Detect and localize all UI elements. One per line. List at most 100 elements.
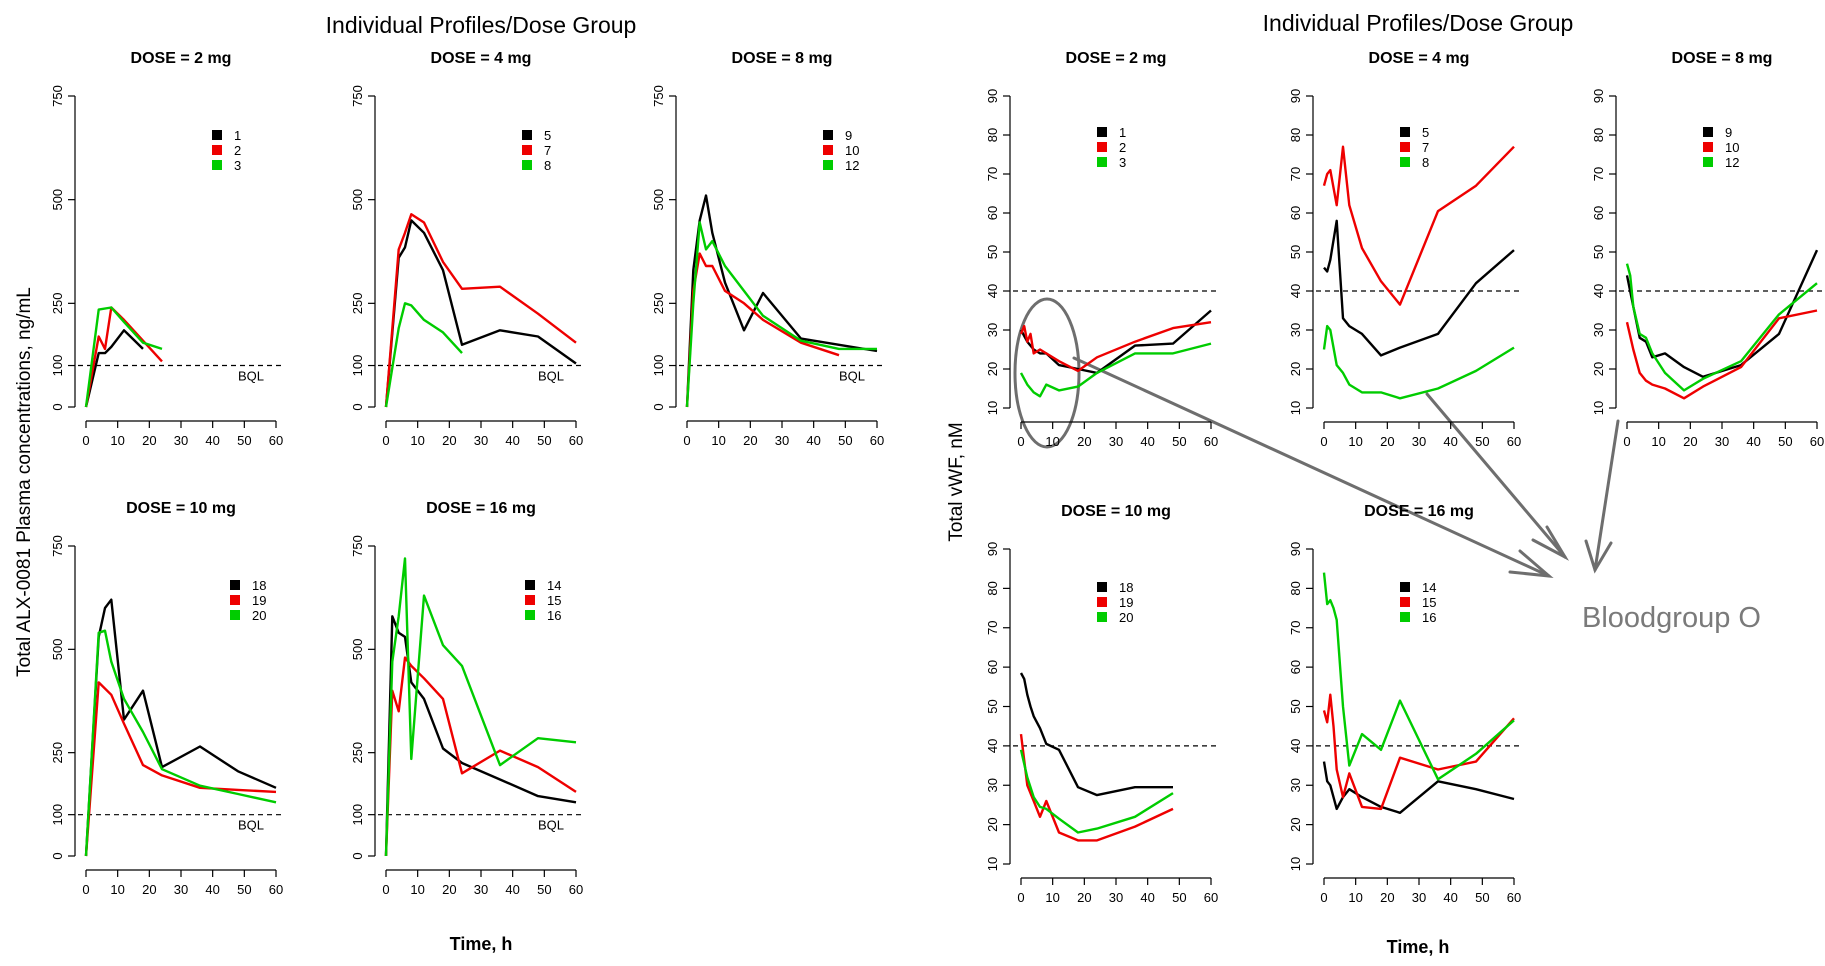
y-tick-label: 70 — [1288, 167, 1303, 181]
legend-swatch-15 — [1400, 597, 1410, 607]
legend-swatch-16 — [525, 610, 535, 620]
y-tick-label: 750 — [350, 85, 365, 107]
legend-label-15: 15 — [1422, 595, 1436, 610]
y-tick-label: 80 — [1288, 128, 1303, 142]
x-tick-label: 40 — [1140, 434, 1154, 449]
legend-swatch-12 — [1703, 157, 1713, 167]
y-tick-label: 40 — [985, 284, 1000, 298]
x-tick-label: 30 — [1412, 434, 1426, 449]
y-tick-label: 0 — [350, 403, 365, 410]
panel-right-dose-10-mg: DOSE = 10 mg 0 10 20 30 40 50 60 10 20 30 40 50 60 70 8… — [985, 503, 1218, 905]
x-tick-label: 30 — [775, 433, 789, 448]
legend-swatch-19 — [230, 595, 240, 605]
x-tick-label: 0 — [1017, 434, 1024, 449]
y-tick-label: 70 — [985, 621, 1000, 635]
y-tick-label: 100 — [350, 804, 365, 826]
legend-swatch-15 — [525, 595, 535, 605]
y-tick-label: 500 — [50, 189, 65, 211]
legend-swatch-1 — [212, 130, 222, 140]
legend-swatch-20 — [230, 610, 240, 620]
x-tick-label: 50 — [1475, 434, 1489, 449]
y-tick-label: 90 — [985, 89, 1000, 103]
legend-label-19: 19 — [1119, 595, 1133, 610]
annotation-arrows — [1072, 356, 1620, 578]
y-tick-label: 90 — [985, 542, 1000, 556]
right-figure-ylabel: Total vWF, nM — [946, 422, 967, 541]
legend-swatch-18 — [230, 580, 240, 590]
legend-swatch-2 — [1097, 142, 1107, 152]
panel-title: DOSE = 4 mg — [1369, 50, 1470, 67]
y-tick-label: 10 — [1591, 401, 1606, 415]
x-tick-label: 10 — [410, 882, 424, 897]
x-tick-label: 10 — [1045, 890, 1059, 905]
legend-label-14: 14 — [547, 578, 561, 593]
legend-swatch-7 — [1400, 142, 1410, 152]
x-tick-label: 50 — [537, 882, 551, 897]
series-line-8 — [1322, 324, 1515, 400]
y-tick-label: 0 — [350, 852, 365, 859]
x-tick-label: 10 — [110, 882, 124, 897]
x-tick-label: 0 — [382, 882, 389, 897]
y-tick-label: 250 — [651, 292, 666, 314]
y-tick-label: 30 — [985, 778, 1000, 792]
x-tick-label: 60 — [269, 882, 283, 897]
x-tick-label: 20 — [1077, 434, 1091, 449]
y-tick-label: 0 — [651, 403, 666, 410]
x-tick-label: 50 — [237, 433, 251, 448]
x-tick-label: 10 — [410, 433, 424, 448]
legend-label-9: 9 — [1725, 125, 1732, 140]
y-tick-label: 60 — [985, 660, 1000, 674]
y-tick-label: 750 — [651, 85, 666, 107]
legend-swatch-14 — [1400, 582, 1410, 592]
y-tick-label: 20 — [1591, 362, 1606, 376]
legend-label-20: 20 — [252, 608, 266, 623]
x-tick-label: 60 — [1204, 434, 1218, 449]
y-tick-label: 750 — [350, 535, 365, 557]
x-tick-label: 30 — [1715, 434, 1729, 449]
series-line-20 — [84, 629, 277, 857]
x-tick-label: 10 — [1651, 434, 1665, 449]
y-tick-label: 250 — [350, 292, 365, 314]
y-tick-label: 250 — [50, 742, 65, 764]
left-figure-xlabel: Time, h — [450, 934, 513, 954]
legend-label-9: 9 — [845, 128, 852, 143]
legend-swatch-10 — [1703, 142, 1713, 152]
x-tick-label: 40 — [505, 433, 519, 448]
y-tick-label: 80 — [985, 581, 1000, 595]
legend-swatch-1 — [1097, 127, 1107, 137]
series-line-5 — [384, 219, 577, 408]
x-tick-label: 60 — [269, 433, 283, 448]
y-tick-label: 90 — [1288, 542, 1303, 556]
panel-title: DOSE = 16 mg — [1364, 503, 1474, 520]
y-tick-label: 250 — [350, 742, 365, 764]
x-tick-label: 0 — [1320, 890, 1327, 905]
series-line-18 — [1019, 672, 1173, 797]
y-tick-label: 750 — [50, 85, 65, 107]
y-tick-label: 500 — [50, 638, 65, 660]
x-tick-label: 20 — [142, 882, 156, 897]
legend-swatch-9 — [823, 130, 833, 140]
x-tick-label: 60 — [1204, 890, 1218, 905]
x-tick-label: 20 — [1380, 890, 1394, 905]
y-tick-label: 70 — [1288, 621, 1303, 635]
legend-label-16: 16 — [547, 608, 561, 623]
legend-swatch-3 — [1097, 157, 1107, 167]
panel-title: DOSE = 8 mg — [1672, 50, 1773, 67]
series-line-3 — [1019, 342, 1212, 398]
y-tick-label: 30 — [1288, 778, 1303, 792]
x-tick-label: 10 — [110, 433, 124, 448]
x-tick-label: 60 — [569, 882, 583, 897]
legend-label-7: 7 — [544, 143, 551, 158]
series-line-3 — [84, 306, 163, 408]
series-line-19 — [84, 681, 277, 857]
y-tick-label: 90 — [1591, 89, 1606, 103]
x-tick-label: 40 — [1443, 434, 1457, 449]
x-tick-label: 60 — [1507, 434, 1521, 449]
y-tick-label: 40 — [1288, 739, 1303, 753]
panel-left-dose-2-mg: DOSE = 2 mg 0 10 20 30 40 50 60 0 100 250 500 750 BQL… — [50, 50, 283, 448]
series-line-2 — [1019, 321, 1212, 373]
y-tick-label: 60 — [1288, 660, 1303, 674]
legend-label-7: 7 — [1422, 140, 1429, 155]
y-tick-label: 40 — [1288, 284, 1303, 298]
series-line-7 — [1322, 145, 1515, 306]
